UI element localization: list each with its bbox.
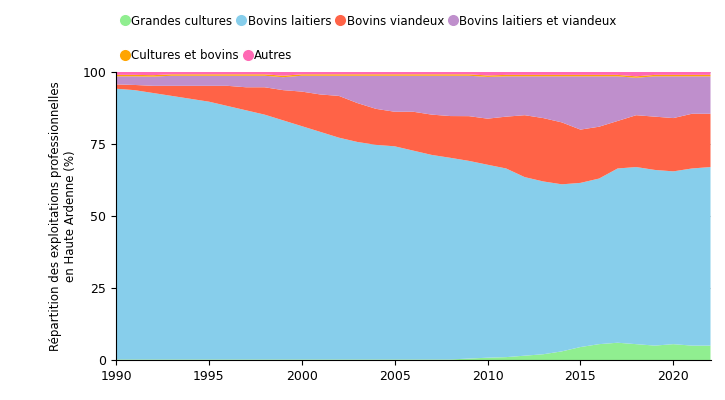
Legend: Cultures et bovins, Autres: Cultures et bovins, Autres xyxy=(122,49,293,62)
Y-axis label: Répartition des exploitations professionnelles
en Haute Ardenne (%): Répartition des exploitations profession… xyxy=(49,81,77,351)
